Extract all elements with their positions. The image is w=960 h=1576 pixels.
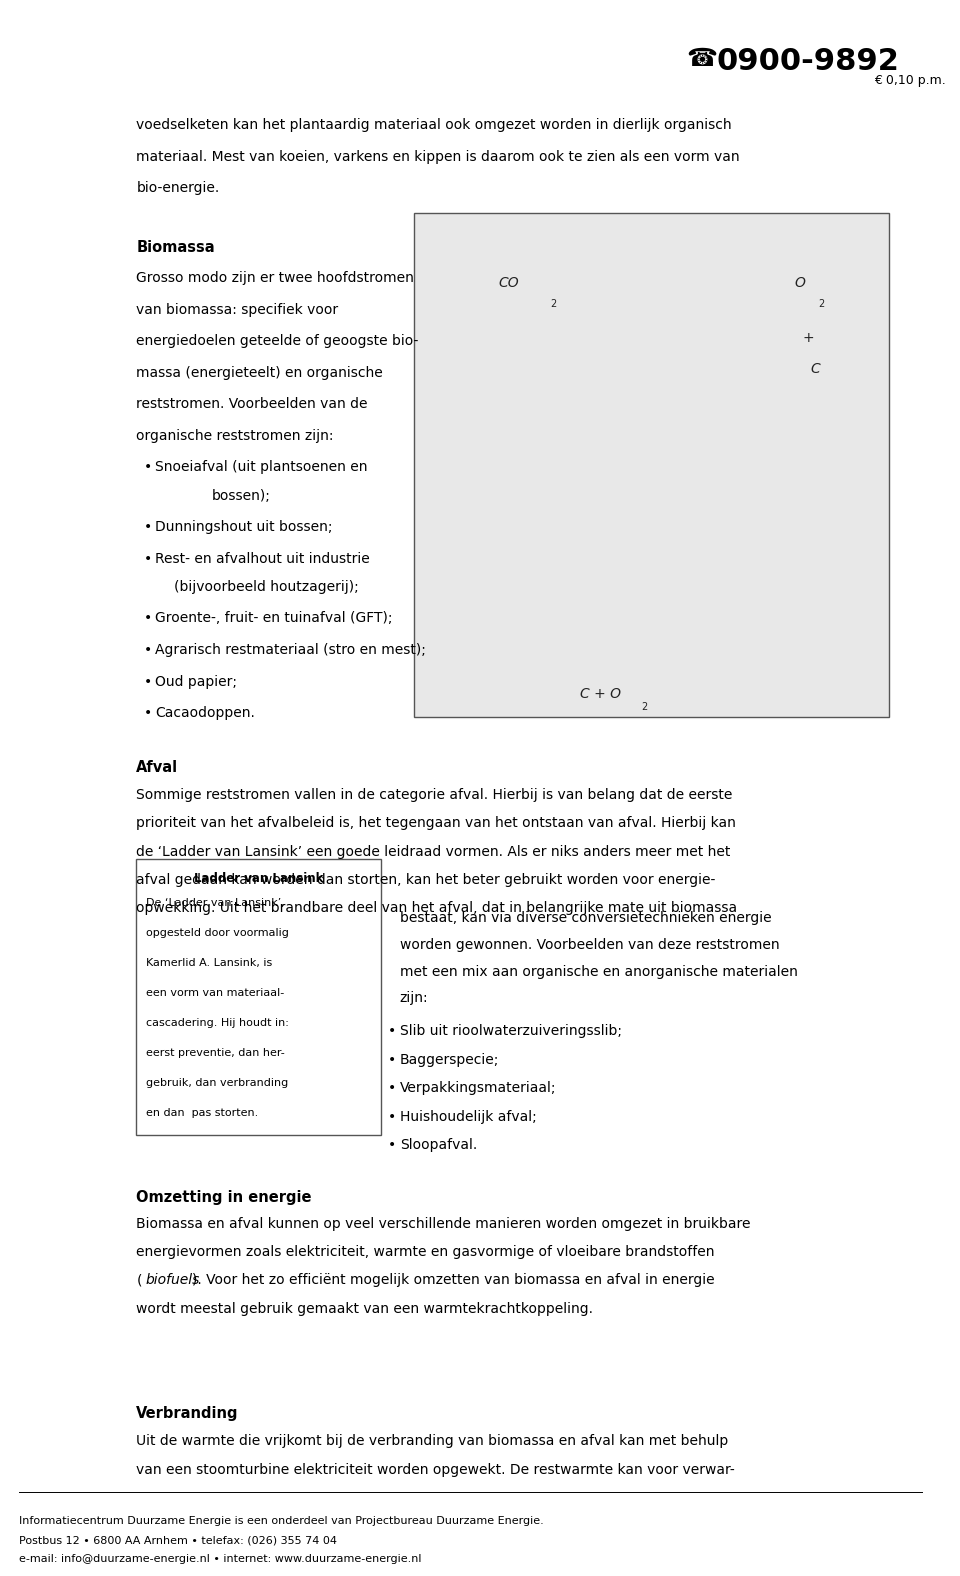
Text: Biomassa: Biomassa [136, 240, 215, 255]
Text: met een mix aan organische en anorganische materialen: met een mix aan organische en anorganisc… [399, 965, 798, 979]
Text: e-mail: info@duurzame-energie.nl • internet: www.duurzame-energie.nl: e-mail: info@duurzame-energie.nl • inter… [19, 1554, 421, 1563]
Text: wordt meestal gebruik gemaakt van een warmtekrachtkoppeling.: wordt meestal gebruik gemaakt van een wa… [136, 1302, 593, 1316]
Text: Sommige reststromen vallen in de categorie afval. Hierbij is van belang dat de e: Sommige reststromen vallen in de categor… [136, 788, 732, 802]
Text: bossen);: bossen); [211, 489, 271, 503]
Text: •: • [144, 706, 152, 720]
FancyBboxPatch shape [414, 213, 889, 717]
Text: 2: 2 [550, 299, 557, 309]
Text: Snoeiafval (uit plantsoenen en: Snoeiafval (uit plantsoenen en [156, 460, 368, 474]
Text: zijn:: zijn: [399, 991, 428, 1005]
Text: Cacaodoppen.: Cacaodoppen. [156, 706, 255, 720]
Text: Grosso modo zijn er twee hoofdstromen: Grosso modo zijn er twee hoofdstromen [136, 271, 414, 285]
Text: •: • [144, 460, 152, 474]
Text: •: • [144, 552, 152, 566]
Text: € 0,10 p.m.: € 0,10 p.m. [875, 74, 947, 87]
Text: Informatiecentrum Duurzame Energie is een onderdeel van Projectbureau Duurzame E: Informatiecentrum Duurzame Energie is ee… [19, 1516, 543, 1526]
Text: •: • [144, 520, 152, 534]
Text: Rest- en afvalhout uit industrie: Rest- en afvalhout uit industrie [156, 552, 370, 566]
Text: Agrarisch restmateriaal (stro en mest);: Agrarisch restmateriaal (stro en mest); [156, 643, 426, 657]
Text: 0900-9892: 0900-9892 [716, 47, 900, 76]
Text: Verbranding: Verbranding [136, 1406, 239, 1422]
Text: voedselketen kan het plantaardig materiaal ook omgezet worden in dierlijk organi: voedselketen kan het plantaardig materia… [136, 118, 732, 132]
Text: (bijvoorbeeld houtzagerij);: (bijvoorbeeld houtzagerij); [174, 580, 359, 594]
Text: Postbus 12 • 6800 AA Arnhem • telefax: (026) 355 74 04: Postbus 12 • 6800 AA Arnhem • telefax: (… [19, 1535, 337, 1544]
Text: organische reststromen zijn:: organische reststromen zijn: [136, 429, 334, 443]
Text: Afval: Afval [136, 760, 179, 775]
Text: bestaat, kan via diverse conversietechnieken energie: bestaat, kan via diverse conversietechni… [399, 911, 771, 925]
Text: Baggerspecie;: Baggerspecie; [399, 1053, 499, 1067]
Text: •: • [389, 1024, 396, 1039]
Text: van een stoomturbine elektriciteit worden opgewekt. De restwarmte kan voor verwa: van een stoomturbine elektriciteit worde… [136, 1463, 735, 1477]
FancyBboxPatch shape [136, 859, 381, 1135]
Text: opgesteld door voormalig: opgesteld door voormalig [146, 928, 289, 938]
Text: C: C [810, 362, 820, 377]
Text: en dan  pas storten.: en dan pas storten. [146, 1108, 258, 1117]
Text: •: • [389, 1053, 396, 1067]
Text: Dunningshout uit bossen;: Dunningshout uit bossen; [156, 520, 333, 534]
Text: •: • [144, 611, 152, 626]
Text: De ‘Ladder van Lansink’,: De ‘Ladder van Lansink’, [146, 898, 284, 908]
Text: •: • [389, 1138, 396, 1152]
Text: 2: 2 [641, 703, 647, 712]
Text: reststromen. Voorbeelden van de: reststromen. Voorbeelden van de [136, 397, 368, 411]
Text: gebruik, dan verbranding: gebruik, dan verbranding [146, 1078, 288, 1087]
Text: Sloopafval.: Sloopafval. [399, 1138, 477, 1152]
Text: +: + [803, 331, 814, 345]
Text: ). Voor het zo efficiënt mogelijk omzetten van biomassa en afval in energie: ). Voor het zo efficiënt mogelijk omzett… [192, 1273, 714, 1288]
Text: Groente-, fruit- en tuinafval (GFT);: Groente-, fruit- en tuinafval (GFT); [156, 611, 393, 626]
Text: bio-energie.: bio-energie. [136, 181, 220, 195]
Text: opwekking. Uit het brandbare deel van het afval, dat in belangrijke mate uit bio: opwekking. Uit het brandbare deel van he… [136, 901, 737, 916]
Text: afval gedaan kan worden dan storten, kan het beter gebruikt worden voor energie-: afval gedaan kan worden dan storten, kan… [136, 873, 716, 887]
Text: worden gewonnen. Voorbeelden van deze reststromen: worden gewonnen. Voorbeelden van deze re… [399, 938, 780, 952]
Text: Ladder van Lansink: Ladder van Lansink [194, 872, 324, 884]
Text: van biomassa: specifiek voor: van biomassa: specifiek voor [136, 303, 339, 317]
Text: cascadering. Hij houdt in:: cascadering. Hij houdt in: [146, 1018, 289, 1028]
Text: Biomassa en afval kunnen op veel verschillende manieren worden omgezet in bruikb: Biomassa en afval kunnen op veel verschi… [136, 1217, 751, 1231]
Text: energievormen zoals elektriciteit, warmte en gasvormige of vloeibare brandstoffe: energievormen zoals elektriciteit, warmt… [136, 1245, 715, 1259]
Text: materiaal. Mest van koeien, varkens en kippen is daarom ook te zien als een vorm: materiaal. Mest van koeien, varkens en k… [136, 150, 740, 164]
Text: de ‘Ladder van Lansink’ een goede leidraad vormen. Als er niks anders meer met h: de ‘Ladder van Lansink’ een goede leidra… [136, 845, 731, 859]
Text: Verpakkingsmateriaal;: Verpakkingsmateriaal; [399, 1081, 556, 1095]
Text: Slib uit rioolwaterzuiveringsslib;: Slib uit rioolwaterzuiveringsslib; [399, 1024, 622, 1039]
Text: (: ( [136, 1273, 142, 1288]
Text: O: O [795, 276, 805, 290]
Text: C + O: C + O [580, 687, 621, 701]
Text: prioriteit van het afvalbeleid is, het tegengaan van het ontstaan van afval. Hie: prioriteit van het afvalbeleid is, het t… [136, 816, 736, 831]
Text: 2: 2 [818, 299, 825, 309]
Text: Omzetting in energie: Omzetting in energie [136, 1190, 312, 1206]
Text: Uit de warmte die vrijkomt bij de verbranding van biomassa en afval kan met behu: Uit de warmte die vrijkomt bij de verbra… [136, 1434, 729, 1448]
Text: CO: CO [498, 276, 519, 290]
Text: •: • [389, 1110, 396, 1124]
Text: massa (energieteelt) en organische: massa (energieteelt) en organische [136, 366, 383, 380]
Text: eerst preventie, dan her-: eerst preventie, dan her- [146, 1048, 284, 1057]
Text: •: • [144, 643, 152, 657]
Text: ☎: ☎ [686, 47, 717, 71]
Text: •: • [389, 1081, 396, 1095]
Text: Kamerlid A. Lansink, is: Kamerlid A. Lansink, is [146, 958, 272, 968]
Text: •: • [144, 675, 152, 689]
Text: een vorm van materiaal-: een vorm van materiaal- [146, 988, 284, 998]
Text: energiedoelen geteelde of geoogste bio-: energiedoelen geteelde of geoogste bio- [136, 334, 419, 348]
Text: Huishoudelijk afval;: Huishoudelijk afval; [399, 1110, 537, 1124]
Text: biofuels: biofuels [146, 1273, 200, 1288]
Text: Oud papier;: Oud papier; [156, 675, 237, 689]
